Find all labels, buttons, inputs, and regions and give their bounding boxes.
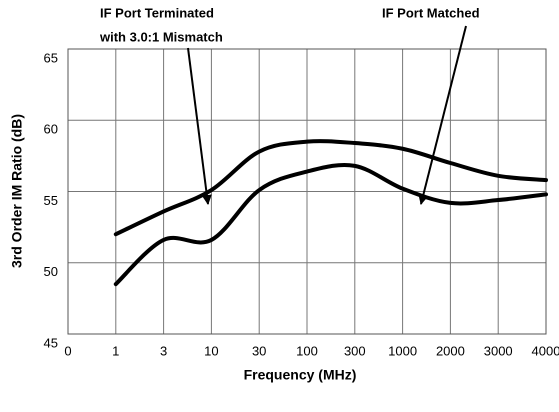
grid	[68, 48, 546, 335]
x-tick-label: 3000	[484, 343, 513, 358]
x-tick-label: 1000	[388, 343, 417, 358]
x-tick-label: 3	[160, 343, 167, 358]
annotation-arrow	[187, 47, 212, 205]
x-tick-label: 1	[112, 343, 119, 358]
x-tick-label: 30	[252, 343, 266, 358]
x-axis-label: Frequency (MHz)	[244, 367, 357, 383]
data-line	[113, 162, 548, 287]
x-tick-label: 0	[64, 343, 71, 358]
x-tick-label: 2000	[436, 343, 465, 358]
y-axis-label: 3rd Order IM Ratio (dB)	[9, 114, 25, 268]
x-tick-label: 100	[296, 343, 318, 358]
y-tick-label: 55	[44, 193, 58, 208]
y-tick-label: 50	[44, 264, 58, 279]
annotation: with 3.0:1 Mismatch	[99, 29, 223, 44]
y-tick-label: 45	[44, 335, 58, 350]
y-tick-label: 65	[44, 50, 58, 65]
y-tick-label: 60	[44, 122, 58, 137]
data-line	[113, 139, 548, 237]
plot-frame	[67, 48, 547, 335]
x-tick-label: 4000	[532, 343, 559, 358]
x-tick-label: 300	[344, 343, 366, 358]
annotation: IF Port Terminated	[100, 5, 214, 20]
lines	[113, 139, 548, 287]
annotation-arrow	[418, 25, 467, 205]
x-tick-label: 10	[204, 343, 218, 358]
annotation: IF Port Matched	[382, 5, 480, 20]
